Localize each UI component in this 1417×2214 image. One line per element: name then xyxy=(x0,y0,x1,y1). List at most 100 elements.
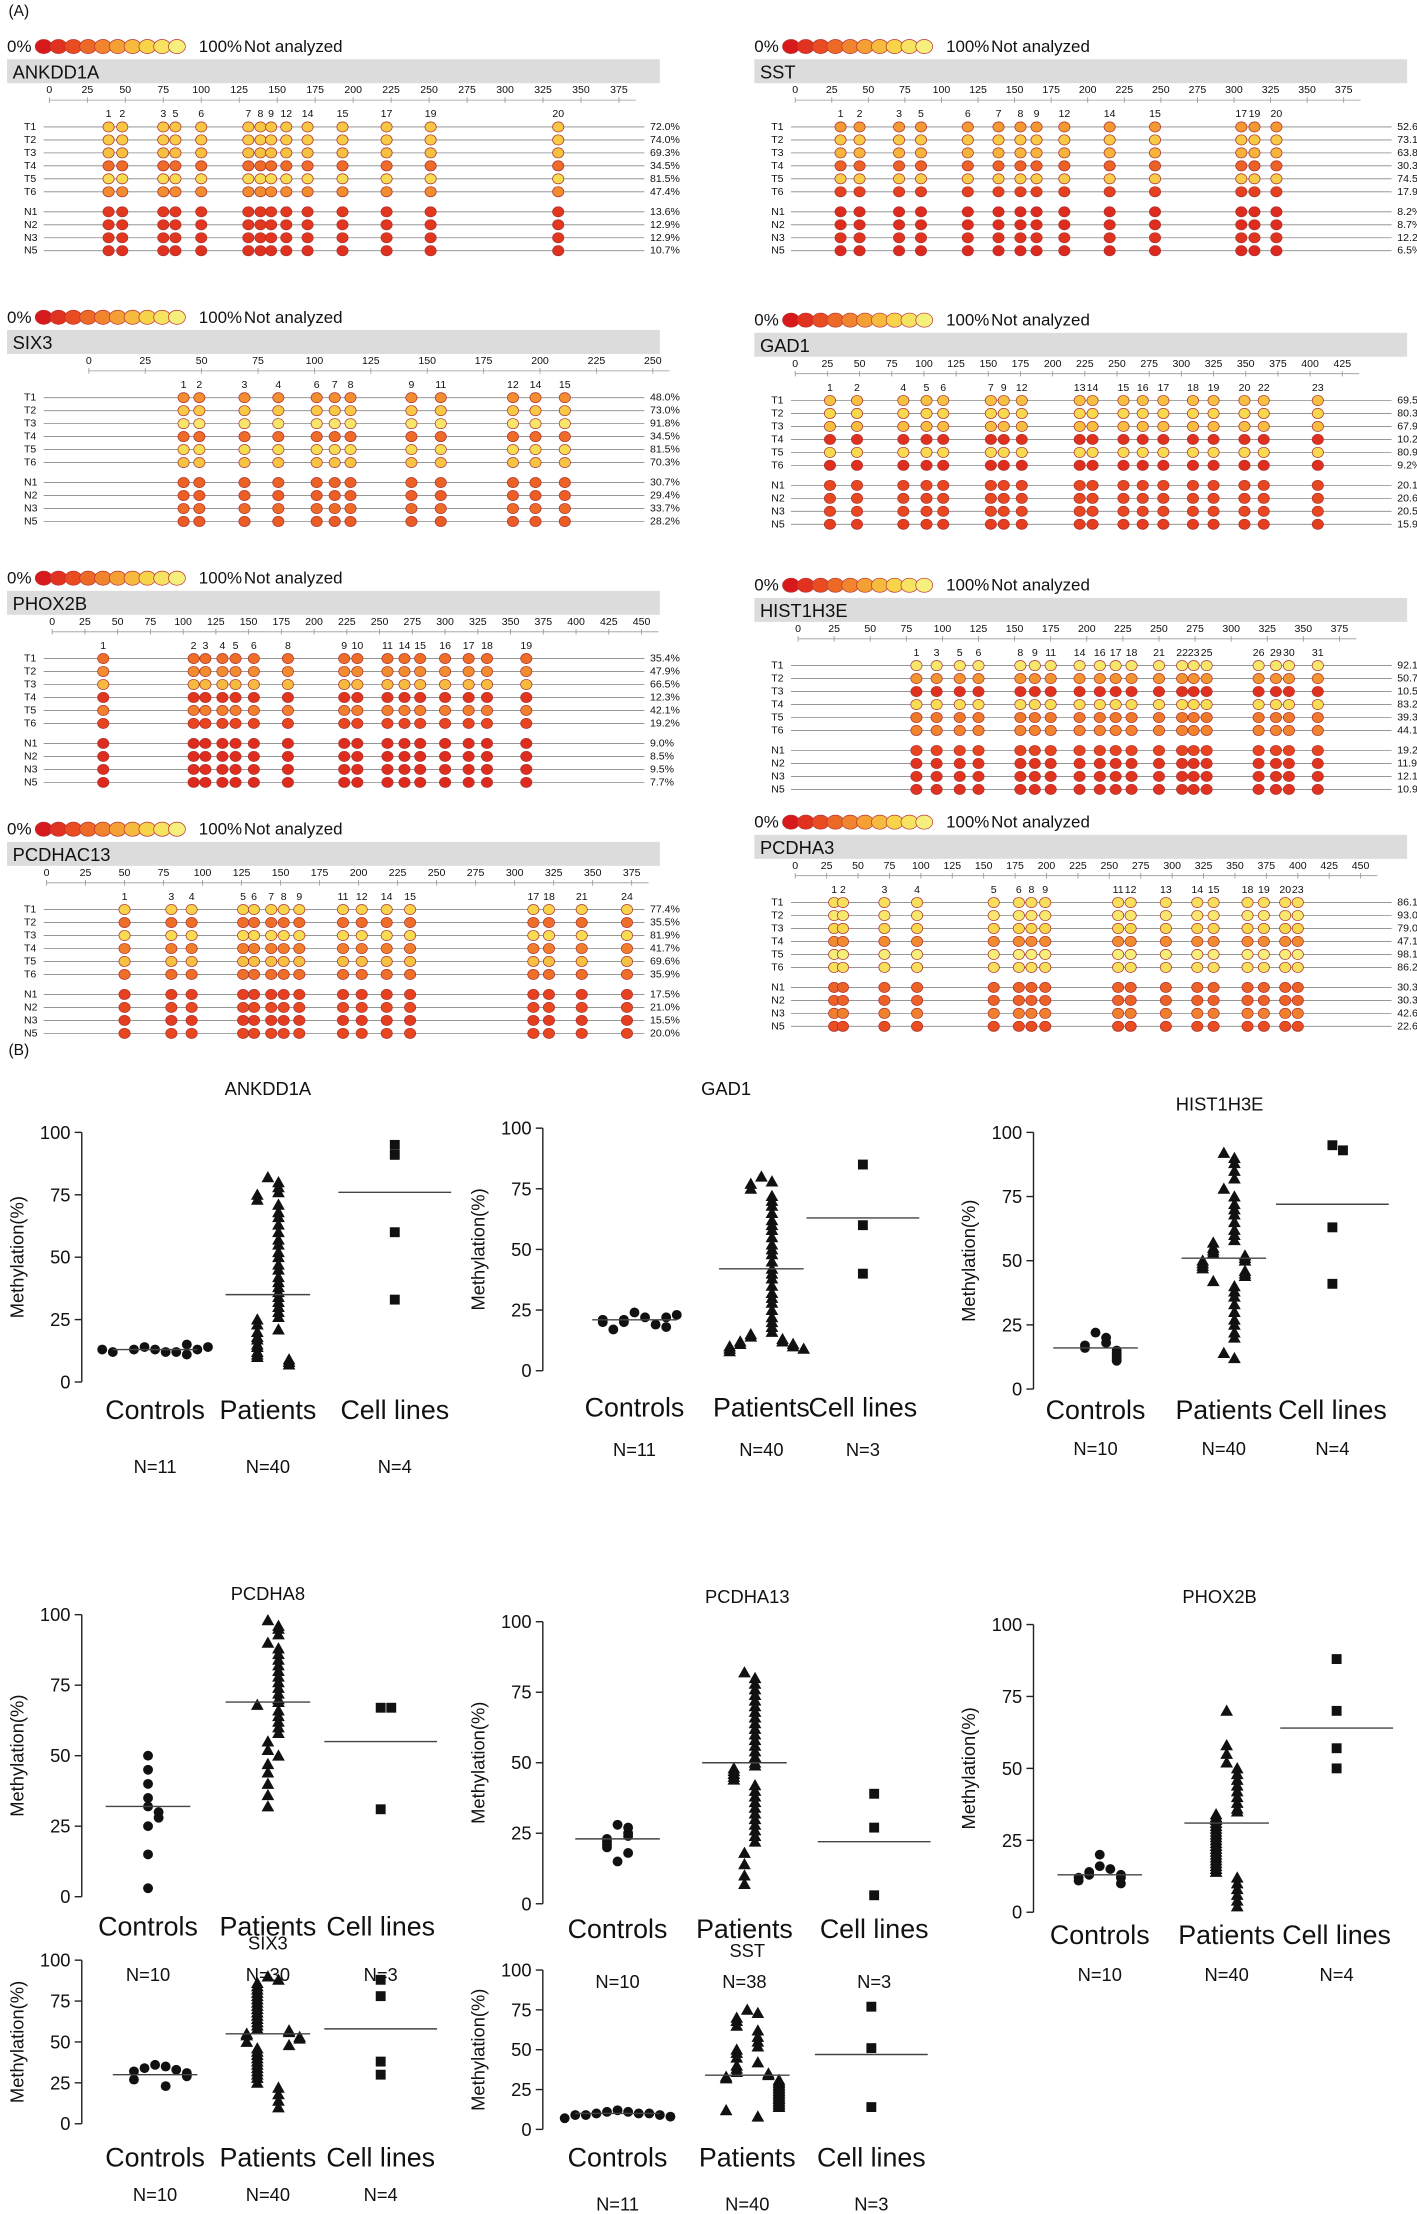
x-tick-label: 375 xyxy=(534,616,552,628)
data-point xyxy=(272,1664,285,1677)
cpg-site xyxy=(1014,758,1027,769)
cpg-site xyxy=(480,679,493,690)
cpg-site xyxy=(242,206,255,218)
cpg-site xyxy=(97,679,110,690)
row-label: N3 xyxy=(24,232,38,244)
cpg-site xyxy=(552,147,565,159)
cpg-site xyxy=(1093,771,1106,782)
cpg-site xyxy=(1311,712,1324,723)
site-label: 30 xyxy=(1283,647,1295,659)
cpg-site xyxy=(1117,408,1130,419)
cpg-site xyxy=(157,232,170,244)
cpg-site xyxy=(1252,783,1265,795)
cpg-site xyxy=(1044,660,1057,672)
cpg-site xyxy=(1248,160,1261,172)
cpg-site xyxy=(1282,699,1295,710)
cpg-site xyxy=(893,160,906,172)
legend-swatch xyxy=(915,39,934,54)
x-tick-label: 275 xyxy=(404,616,422,628)
cpg-site xyxy=(301,206,314,218)
legend-swatch xyxy=(34,821,53,837)
cpg-site xyxy=(187,692,200,703)
legend-swatch xyxy=(856,39,874,54)
row-label: N5 xyxy=(24,245,38,257)
data-point xyxy=(1230,1773,1244,1785)
row-value: 35.5% xyxy=(650,917,681,929)
data-point xyxy=(738,1666,751,1678)
data-point xyxy=(261,1735,275,1747)
cpg-site xyxy=(337,969,349,980)
row-label: T2 xyxy=(24,666,36,678)
row-value: 21.0% xyxy=(650,1001,681,1013)
cpg-site xyxy=(1291,981,1304,993)
cpg-site xyxy=(405,477,418,488)
cpg-site xyxy=(462,738,475,749)
legend-high: 100% xyxy=(946,37,989,56)
cpg-site xyxy=(1282,771,1295,782)
cpg-site xyxy=(915,245,927,257)
data-point xyxy=(150,2059,161,2070)
row-label: T5 xyxy=(771,173,783,185)
x-tick-label: 275 xyxy=(1140,358,1158,370)
x-tick-label: 0 xyxy=(792,84,798,96)
cpg-site xyxy=(102,160,115,172)
cpg-site xyxy=(620,1014,633,1026)
cpg-site xyxy=(575,1027,588,1039)
site-label: 7 xyxy=(332,379,338,391)
row-label: T6 xyxy=(771,459,783,471)
row-value: 63.8% xyxy=(1397,147,1417,159)
cpg-site xyxy=(254,219,267,231)
cpg-site xyxy=(434,431,447,443)
cpg-site xyxy=(834,186,847,198)
cpg-site xyxy=(265,917,278,928)
row-value: 9.0% xyxy=(650,737,675,749)
legend-low: 0% xyxy=(754,311,778,330)
cpg-site xyxy=(997,505,1010,517)
cpg-site xyxy=(1039,1020,1052,1032)
cpg-site xyxy=(853,147,866,159)
cpg-site xyxy=(992,206,1005,218)
cpg-site xyxy=(380,930,393,941)
site-label: 8 xyxy=(1028,884,1034,896)
data-point xyxy=(1206,1274,1220,1287)
x-tick-label: 150 xyxy=(240,616,258,628)
cpg-site xyxy=(462,705,475,716)
cpg-site xyxy=(851,446,863,458)
cpg-site xyxy=(1014,219,1027,231)
data-point xyxy=(1228,1172,1241,1184)
cpg-site xyxy=(118,917,131,928)
cpg-site xyxy=(281,653,294,664)
row-label: N3 xyxy=(771,1007,785,1019)
cpg-site xyxy=(953,660,966,672)
cpg-site xyxy=(1257,408,1270,419)
cpg-site xyxy=(1159,910,1172,921)
row-value: 47.1% xyxy=(1397,935,1417,947)
cpg-site xyxy=(195,173,208,185)
cpg-site xyxy=(1186,505,1199,517)
cpg-site xyxy=(529,405,542,417)
x-tick-label: 350 xyxy=(1295,623,1313,635)
cpg-site xyxy=(529,418,542,430)
data-point xyxy=(272,1250,285,1263)
row-value: 28.2% xyxy=(650,515,681,527)
legend-swatch xyxy=(782,39,800,54)
n-label: N=10 xyxy=(595,1971,639,1992)
cpg-site xyxy=(1311,745,1324,756)
row-label: T2 xyxy=(771,673,783,685)
cpg-site xyxy=(187,679,200,690)
legend-swatch xyxy=(153,309,171,325)
x-tick-label: 375 xyxy=(1331,623,1349,635)
cpg-site xyxy=(177,444,190,455)
cpg-site xyxy=(439,738,452,749)
x-tick-label: 100 xyxy=(192,84,210,96)
cpg-site xyxy=(328,418,341,430)
cpg-site xyxy=(1257,446,1270,458)
cpg-site xyxy=(911,936,924,947)
data-point xyxy=(719,2072,733,2084)
row-label: T1 xyxy=(24,904,36,916)
cpg-site xyxy=(920,433,933,445)
cpg-site xyxy=(480,776,493,788)
site-label: 23 xyxy=(1292,884,1304,896)
cpg-site xyxy=(992,173,1005,185)
row-value: 8.7% xyxy=(1397,219,1417,231)
